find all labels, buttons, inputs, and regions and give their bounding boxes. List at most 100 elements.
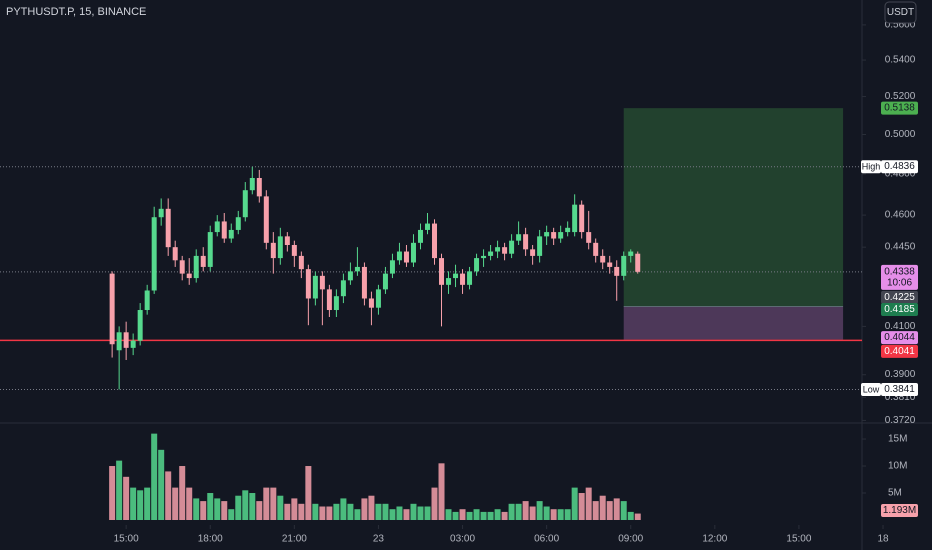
volume-bar	[620, 501, 627, 520]
volume-bar	[515, 503, 522, 520]
volume-bar	[424, 506, 431, 520]
volume-bar	[158, 449, 165, 520]
volume-bar	[508, 503, 515, 520]
candle-body	[439, 258, 445, 285]
candle-body	[474, 258, 480, 272]
last-volume-label: 1.193M	[883, 505, 916, 516]
candle-body	[137, 310, 143, 341]
volume-bar	[172, 487, 179, 520]
low-value-box	[881, 382, 918, 396]
volume-bar	[326, 506, 333, 520]
candle-body	[530, 249, 536, 256]
candle-body	[298, 255, 304, 270]
candle-body	[382, 273, 388, 290]
volume-bar	[207, 493, 214, 520]
candle-body	[242, 190, 248, 218]
volume-bar	[543, 506, 550, 520]
candle-body	[186, 273, 192, 279]
candle-body	[621, 255, 627, 276]
last-volume-label-box	[881, 504, 918, 518]
volume-bar	[529, 506, 536, 520]
volume-bar	[312, 503, 319, 520]
candle-body	[109, 273, 115, 345]
volume-bar	[116, 460, 123, 520]
candle-body	[368, 298, 374, 308]
candle-body	[628, 251, 634, 256]
target-label: 0.5138	[884, 103, 915, 114]
candle-body	[277, 236, 283, 259]
candle-body	[144, 290, 150, 311]
candle-body	[446, 278, 452, 285]
candle-body	[193, 255, 199, 279]
volume-bar	[494, 509, 501, 520]
volume-bar	[347, 503, 354, 520]
target-zone	[623, 108, 844, 307]
volume-bar	[389, 509, 396, 520]
volume-bar	[382, 503, 389, 520]
candle-body	[270, 242, 276, 259]
candle-body	[453, 273, 459, 279]
y-tick-label: 0.4450	[885, 242, 916, 253]
candle-body	[263, 196, 269, 243]
candle-body	[179, 260, 185, 274]
current-price-box	[881, 264, 918, 290]
currency-button[interactable]	[884, 1, 917, 24]
low-name: Low	[863, 384, 880, 394]
candle-body	[481, 255, 487, 259]
volume-bar	[249, 493, 256, 520]
y-tick-label: 0.5600	[885, 19, 916, 30]
volume-bar	[417, 506, 424, 520]
volume-bar	[186, 487, 193, 520]
candle-body	[130, 340, 136, 348]
volume-bar	[144, 487, 151, 520]
stop-zone	[623, 306, 844, 340]
volume-bar	[130, 487, 137, 520]
candle-body	[544, 232, 550, 237]
candle-body	[165, 208, 171, 248]
y-tick-label: 0.5400	[885, 55, 916, 66]
candle-body	[417, 229, 423, 243]
currency-label[interactable]: USDT	[887, 7, 914, 18]
volume-bar	[585, 487, 592, 520]
volume-bar	[431, 487, 438, 520]
volume-bar	[340, 498, 347, 520]
y-tick-label: 0.4800	[885, 168, 916, 179]
volume-bar	[452, 511, 459, 520]
high-value: 0.4836	[884, 161, 915, 172]
volume-bar	[627, 511, 634, 520]
candle-body	[214, 221, 220, 233]
candle-body	[565, 227, 571, 233]
volume-bar	[109, 466, 116, 520]
volume-bar	[179, 466, 186, 520]
candle-body	[116, 332, 122, 351]
volume-bar	[634, 513, 641, 520]
candle-body	[123, 332, 129, 348]
x-tick-label: 15:00	[114, 534, 139, 545]
volume-bar	[606, 501, 613, 520]
x-tick-label: 09:00	[618, 534, 643, 545]
candle-body	[523, 234, 529, 250]
x-tick-label: 23	[373, 534, 385, 545]
volume-bar	[235, 495, 242, 520]
candle-body	[516, 234, 522, 241]
volume-bar	[319, 506, 326, 520]
volume-bar	[305, 466, 312, 520]
volume-bar	[480, 511, 487, 520]
volume-bar	[613, 498, 620, 520]
level-label: 0.4041	[884, 346, 915, 357]
candle-body	[460, 273, 466, 285]
volume-bar	[193, 498, 200, 520]
volume-bar	[333, 503, 340, 520]
candle-body	[151, 217, 157, 291]
candle-body	[284, 236, 290, 245]
candle-body	[403, 251, 409, 263]
y-tick-label: 0.5200	[885, 91, 916, 102]
current-price-label: 0.4338	[884, 266, 915, 277]
candle-body	[326, 289, 332, 311]
candle-body	[158, 208, 164, 218]
candle-body	[200, 255, 206, 267]
candle-body	[410, 242, 416, 263]
candle-body	[347, 271, 353, 281]
x-tick-label: 12:00	[702, 534, 727, 545]
volume-bar	[291, 498, 298, 520]
